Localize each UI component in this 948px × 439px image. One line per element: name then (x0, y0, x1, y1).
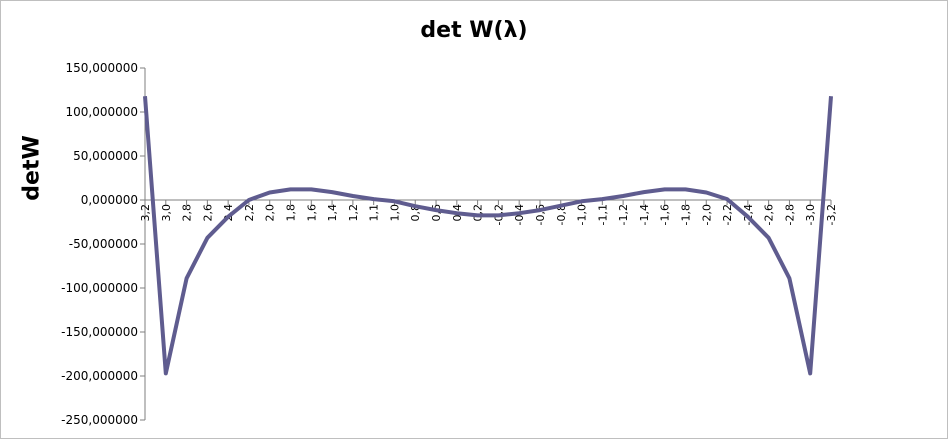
chart-title: det W(λ) (420, 18, 528, 43)
x-tick-label: -1,1 (596, 204, 609, 225)
y-tick-label: 50,000000 (73, 149, 138, 163)
y-tick-label: 150,000000 (65, 61, 138, 75)
series-line (143, 96, 833, 376)
x-tick-label: -1,8 (679, 204, 692, 225)
x-tick-label: -1,2 (617, 204, 630, 225)
x-tick-label: 1,1 (368, 204, 381, 222)
y-tick-label: 0,000000 (81, 193, 138, 207)
x-tick-label: 3,0 (160, 204, 173, 222)
y-tick-label: -100,000000 (61, 281, 138, 295)
x-tick-label: -2,8 (783, 204, 796, 225)
x-tick-label: 2,8 (181, 204, 194, 222)
y-tick-label: -50,000000 (69, 237, 138, 251)
x-tick-label: -1,4 (638, 204, 651, 225)
x-tick-label: -0,8 (555, 204, 568, 225)
x-tick-label: -2,2 (721, 204, 734, 225)
x-tick-label: 3,2 (139, 204, 152, 222)
x-tick-label: 2,0 (264, 204, 277, 222)
y-tick-label: 100,000000 (65, 105, 138, 119)
x-tick-label: 1,2 (347, 204, 360, 222)
y-tick-label: -200,000000 (61, 369, 138, 383)
x-tick-label: -1,6 (659, 204, 672, 225)
x-tick-label: 1,4 (326, 204, 339, 222)
x-tick-label: -3,0 (804, 204, 817, 225)
x-tick-label: 2,2 (243, 204, 256, 222)
x-tick-label: 0,2 (472, 204, 485, 222)
y-tick-label: -250,000000 (61, 413, 138, 427)
x-tick-label: 1,8 (285, 204, 298, 222)
x-tick-label: -2,0 (700, 204, 713, 225)
x-tick-label: 1,0 (388, 204, 401, 222)
x-tick-label: 1,6 (305, 204, 318, 222)
x-tick-label: -3,2 (825, 204, 838, 225)
x-tick-label: 2,6 (201, 204, 214, 222)
x-tick-label: -1,0 (576, 204, 589, 225)
x-tick-label: -2,6 (763, 204, 776, 225)
y-tick-label: -150,000000 (61, 325, 138, 339)
